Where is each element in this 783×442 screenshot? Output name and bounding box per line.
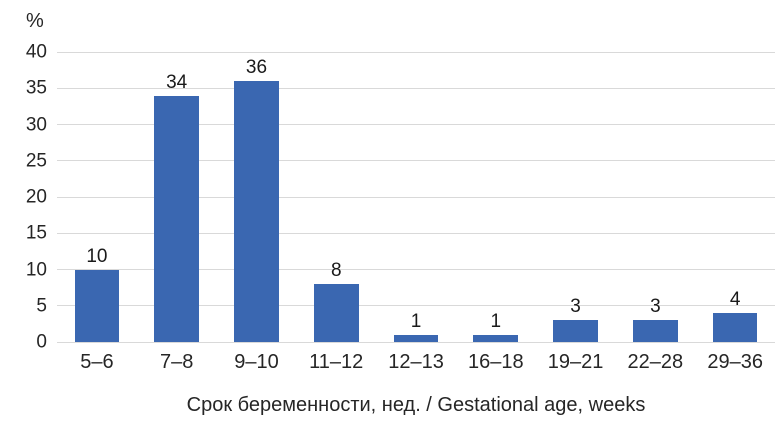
gridline [57,87,775,89]
bar-value-label: 34 [166,71,188,93]
y-tick-label: 0 [36,331,47,353]
y-tick-label: 10 [25,259,47,280]
bar [234,81,279,342]
y-tick-label: 20 [25,186,47,208]
y-tick-label: 15 [25,222,47,244]
x-tick-label: 22–28 [627,350,684,373]
y-tick-label: 5 [36,295,47,317]
bar-slot: 3 [615,52,695,342]
bar-slot: 34 [137,52,217,342]
gridline [57,51,775,53]
x-axis-tick-labels: 5–6 7–8 9–10 11–12 12–13 16–18 19–21 22–28 29–36 [57,342,775,382]
gridline [57,124,775,125]
x-tick-label: 7–8 [159,350,194,373]
gridline [57,269,775,270]
bar-slot: 4 [695,52,775,342]
gridline [57,196,775,198]
bar-slot: 1 [376,52,456,342]
y-tick-label: 25 [25,150,47,172]
gridline [57,160,775,162]
y-axis-unit-label: % [26,10,44,32]
gridline [57,305,775,307]
bar [553,320,598,342]
bar-slot: 36 [217,52,297,342]
bar-value-label: 10 [86,245,108,267]
bar-value-label: 36 [245,57,268,78]
bar-slot: 1 [456,52,536,342]
y-tick-label: 30 [25,114,47,135]
x-tick-label: 19–21 [547,350,604,373]
x-tick-label: 16–18 [467,350,524,373]
bar-value-label: 1 [410,310,422,332]
bar [154,95,199,342]
bar [393,334,439,342]
gridline [57,341,775,343]
chart-grid: % 0 5 10 15 20 25 30 35 40 10 34 36 8 1 1 3 3 4 5–6 7–8 9–… [10,8,775,442]
x-tick-label: 5–6 [80,350,114,373]
x-tick-label: 11–12 [309,350,364,373]
x-tick-label: 29–36 [707,350,763,373]
bar-slot: 10 [57,52,137,342]
bar [633,320,678,342]
bar [74,269,120,342]
gridline [57,232,775,234]
bar-value-label: 8 [330,260,342,281]
bar [473,334,519,342]
y-axis-tick-labels: 0 5 10 15 20 25 30 35 40 [10,43,57,352]
bars-row: 10 34 36 8 1 1 3 3 4 [57,52,775,342]
bar-value-label: 3 [570,296,581,318]
bar [313,284,359,342]
x-axis-title: Срок беременности, нед. / Gestational ag… [186,394,646,416]
y-tick-label: 40 [25,41,47,63]
x-tick-label: 12–13 [388,350,444,373]
plot-area: 10 34 36 8 1 1 3 3 4 [57,51,775,343]
y-tick-label: 35 [25,77,47,99]
bar-value-label: 1 [490,310,502,332]
x-tick-label: 9–10 [234,350,279,373]
bar-value-label: 4 [729,289,741,310]
bar-slot: 8 [296,52,376,342]
bar-slot: 3 [536,52,616,342]
bar-value-label: 3 [650,296,661,318]
bar [712,313,758,342]
